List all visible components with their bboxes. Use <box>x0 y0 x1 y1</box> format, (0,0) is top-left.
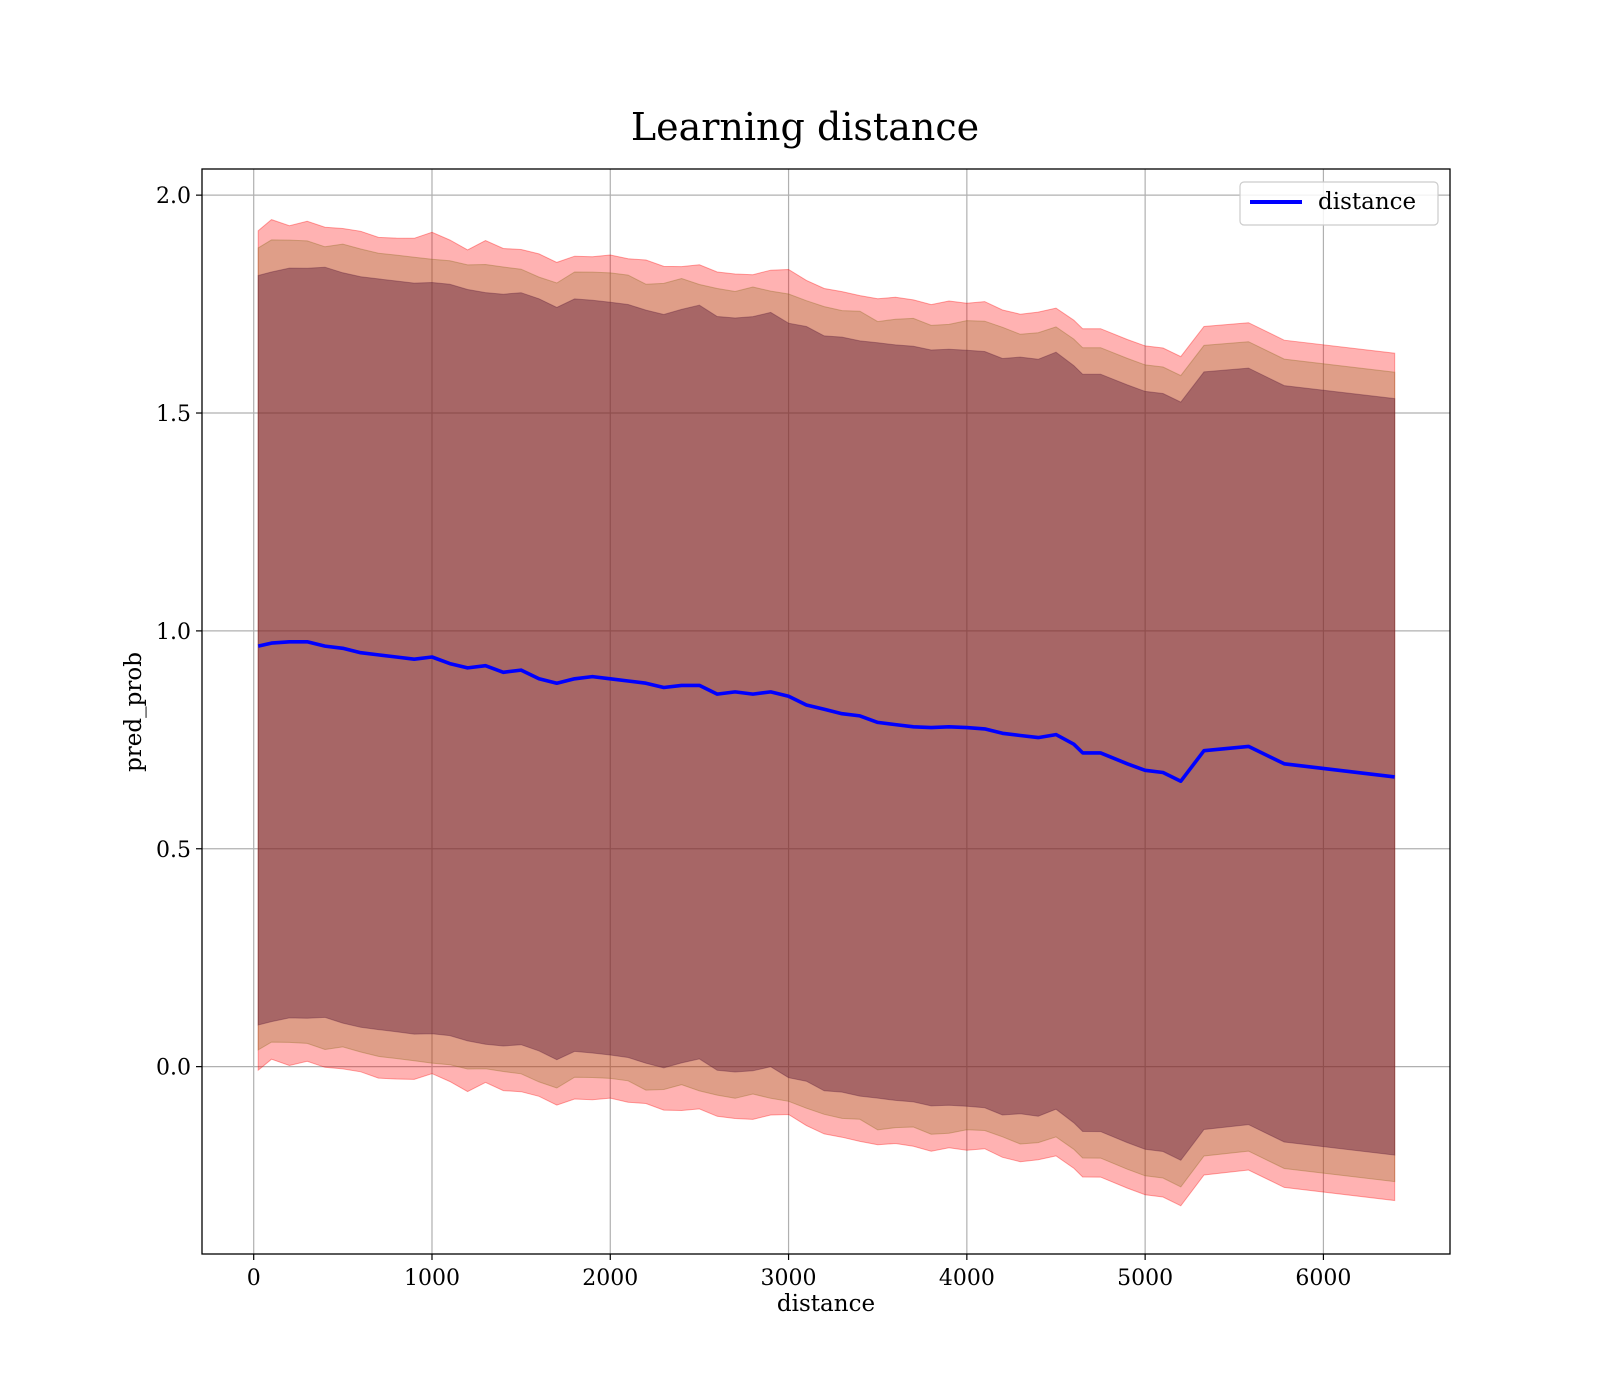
y-tick-label: 2.0 <box>156 184 191 209</box>
y-axis-label: pred_prob <box>121 652 147 772</box>
x-tick-label: 6000 <box>1295 1266 1351 1291</box>
series-lines <box>257 639 1395 784</box>
x-tick-label: 5000 <box>1117 1266 1173 1291</box>
x-tick-label: 4000 <box>939 1266 995 1291</box>
y-tick-label: 0.0 <box>156 1056 191 1081</box>
chart-title: Learning distance <box>631 105 979 149</box>
y-tick-label: 0.5 <box>156 838 191 863</box>
x-tick-label: 0 <box>247 1266 261 1291</box>
legend: distance <box>1239 181 1439 226</box>
inner-band <box>257 266 1396 1161</box>
y-tick-label: 1.0 <box>156 620 191 645</box>
x-axis-label: distance <box>777 1291 875 1317</box>
outer-band <box>257 219 1396 1207</box>
confidence-bands <box>257 219 1396 1207</box>
grid <box>202 169 1450 1254</box>
middle-band <box>257 239 1396 1188</box>
legend-label-distance: distance <box>1318 189 1416 215</box>
legend-box <box>1239 181 1439 226</box>
plot-area-frame <box>201 168 1451 1255</box>
x-tick-label: 1000 <box>404 1266 460 1291</box>
series-line-distance <box>257 639 1395 784</box>
x-tick-label: 3000 <box>761 1266 817 1291</box>
axis-ticks: 0 1000 2000 3000 4000 5000 6000 0.0 0.5 1.0 1.5 2.0 <box>156 184 1351 1291</box>
y-tick-label: 1.5 <box>156 402 191 427</box>
x-tick-label: 2000 <box>582 1266 638 1291</box>
